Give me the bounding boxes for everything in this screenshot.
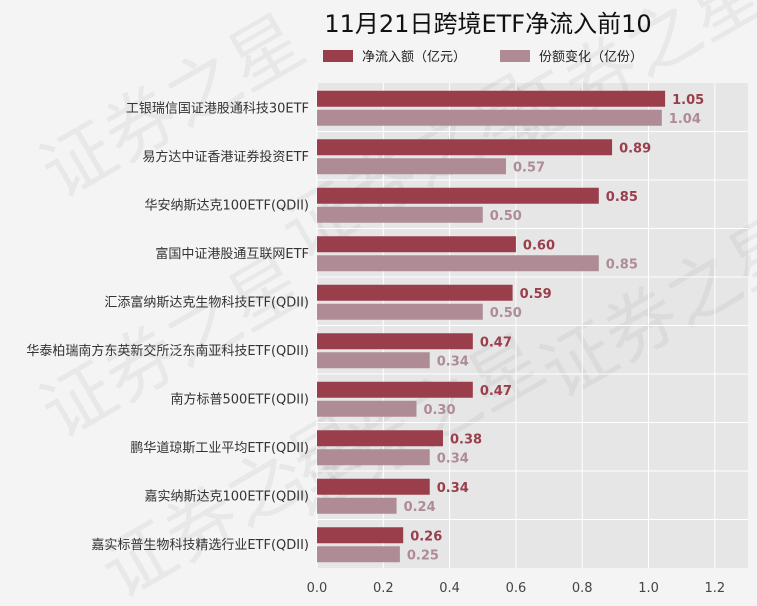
- data-label: 0.85: [606, 257, 638, 272]
- share-change-bar: [317, 158, 506, 175]
- x-tick-label: 0.4: [439, 581, 460, 596]
- share-change-bar: [317, 303, 483, 320]
- data-label: 0.50: [490, 306, 522, 321]
- data-label: 0.34: [437, 481, 469, 496]
- data-label: 0.38: [450, 432, 482, 447]
- share-change-bar: [317, 497, 397, 514]
- category-label: 南方标普500ETF(QDII): [171, 391, 310, 407]
- net-inflow-bar: [317, 139, 613, 156]
- x-tick-label: 0.8: [572, 581, 593, 596]
- data-label: 0.60: [523, 238, 555, 253]
- legend-label: 净流入额（亿元）: [362, 50, 466, 65]
- data-label: 0.89: [619, 141, 651, 156]
- data-label: 0.57: [513, 160, 545, 175]
- data-label: 0.34: [437, 451, 469, 466]
- net-inflow-bar: [317, 430, 443, 447]
- category-label: 易方达中证香港证券投资ETF: [142, 149, 309, 165]
- share-change-bar: [317, 449, 430, 466]
- data-label: 0.30: [423, 403, 455, 418]
- net-inflow-bar: [317, 187, 599, 204]
- net-inflow-bar: [317, 333, 473, 350]
- chart-title: 11月21日跨境ETF净流入前10: [324, 10, 651, 38]
- share-change-bar: [317, 255, 599, 272]
- category-label: 富国中证港股通互联网ETF: [155, 246, 309, 262]
- share-change-bar: [317, 400, 417, 417]
- data-label: 0.85: [606, 190, 638, 205]
- x-tick-label: 1.0: [638, 581, 659, 596]
- share-change-bar: [317, 206, 483, 223]
- category-label: 嘉实标普生物科技精选行业ETF(QDII): [91, 538, 309, 553]
- net-inflow-bar: [317, 381, 473, 398]
- net-inflow-bar: [317, 527, 404, 544]
- category-label: 嘉实纳斯达克100ETF(QDII): [145, 489, 310, 504]
- data-label: 0.26: [410, 529, 442, 544]
- data-label: 0.24: [404, 500, 436, 515]
- data-label: 0.59: [520, 287, 552, 302]
- share-change-bar: [317, 109, 662, 126]
- data-label: 0.47: [480, 335, 512, 350]
- share-change-bar: [317, 352, 430, 369]
- data-label: 0.47: [480, 384, 512, 399]
- net-inflow-bar: [317, 284, 513, 301]
- share-change-bar: [317, 546, 400, 563]
- x-tick-label: 0.6: [506, 581, 527, 596]
- category-label: 华安纳斯达克100ETF(QDII): [145, 198, 310, 213]
- data-label: 0.50: [490, 209, 522, 224]
- net-inflow-bar: [317, 90, 666, 107]
- category-label: 鹏华道琼斯工业平均ETF(QDII): [130, 441, 309, 456]
- category-label: 华泰柏瑞南方东英新交所泛东南亚科技ETF(QDII): [26, 343, 309, 359]
- x-tick-label: 0.0: [307, 581, 328, 596]
- category-label: 汇添富纳斯达克生物科技ETF(QDII): [104, 294, 309, 310]
- x-tick-label: 0.2: [373, 581, 394, 596]
- legend-swatch: [323, 50, 353, 62]
- category-label: 工银瑞信国证港股通科技30ETF: [126, 101, 309, 116]
- x-tick-label: 1.2: [705, 581, 726, 596]
- data-label: 0.34: [437, 354, 469, 369]
- data-label: 0.25: [407, 548, 439, 563]
- legend-swatch: [500, 50, 530, 62]
- legend-label: 份额变化（亿份）: [539, 49, 643, 65]
- data-label: 1.04: [669, 112, 701, 127]
- net-inflow-bar: [317, 478, 430, 495]
- data-label: 1.05: [672, 93, 704, 108]
- net-inflow-bar: [317, 236, 516, 253]
